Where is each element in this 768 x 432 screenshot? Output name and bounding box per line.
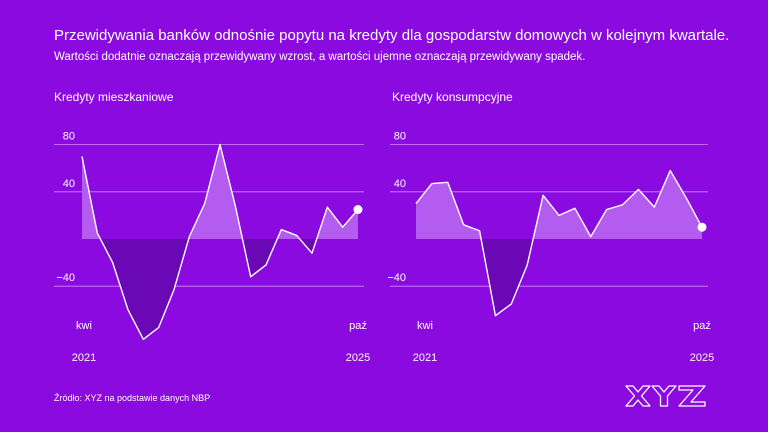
area-negative-mortgage <box>82 239 358 340</box>
y-tick-label-mortgage-1: 40 <box>63 178 75 190</box>
x-start-year-consumer: 2021 <box>413 352 437 364</box>
y-tick-label-consumer-1: 40 <box>394 178 406 190</box>
x-start-month-consumer: kwi <box>417 320 433 332</box>
series-line-mortgage <box>81 143 359 340</box>
x-end-year-mortgage: 2025 <box>346 352 370 364</box>
x-start-month-mortgage: kwi <box>76 320 92 332</box>
end-point-marker-mortgage <box>353 205 363 214</box>
area-negative-consumer <box>416 239 702 316</box>
area-positive-mortgage <box>82 144 358 239</box>
series-line-consumer <box>415 169 703 317</box>
area-positive-consumer <box>416 170 702 239</box>
y-tick-label-mortgage-2: −40 <box>56 272 75 284</box>
x-end-year-consumer: 2025 <box>690 352 714 364</box>
end-point-marker-consumer <box>697 222 707 232</box>
y-tick-label-consumer-2: −40 <box>387 272 406 284</box>
x-end-month-consumer: paź <box>693 320 711 332</box>
xyz-logo <box>625 385 706 407</box>
chart-panel-mortgage: 80 40 −40 kwi 2021 paź 2025 <box>54 131 370 364</box>
x-start-year-mortgage: 2021 <box>72 352 96 364</box>
y-tick-label-consumer-0: 80 <box>394 131 406 143</box>
chart-title: Przewidywania banków odnośnie popytu na … <box>54 27 730 44</box>
chart-subtitle: Wartości dodatnie oznaczają przewidywany… <box>54 51 586 63</box>
chart-panel-consumer: 80 40 −40 kwi 2021 paź 2025 <box>387 131 714 364</box>
panel-title-mortgage: Kredyty mieszkaniowe <box>54 90 174 104</box>
panel-title-consumer: Kredyty konsumpcyjne <box>392 90 513 104</box>
source-note: Źródło: XYZ na podstawie danych NBP <box>54 393 211 403</box>
y-tick-label-mortgage-0: 80 <box>63 131 75 143</box>
x-end-month-mortgage: paź <box>349 320 367 332</box>
